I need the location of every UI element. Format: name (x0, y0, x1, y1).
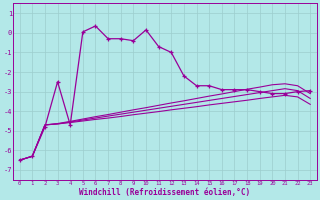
X-axis label: Windchill (Refroidissement éolien,°C): Windchill (Refroidissement éolien,°C) (79, 188, 251, 197)
